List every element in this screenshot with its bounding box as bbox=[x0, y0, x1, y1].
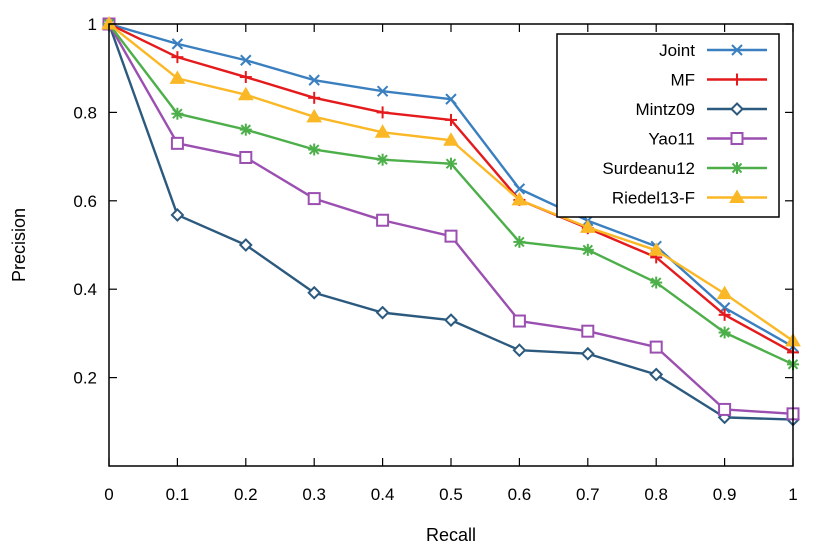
x-tick-label: 0.9 bbox=[713, 485, 737, 504]
data-point bbox=[171, 38, 184, 50]
x-axis-label: Recall bbox=[426, 525, 476, 545]
data-point bbox=[170, 136, 184, 150]
legend-entry: Yao11 bbox=[648, 130, 767, 149]
data-point bbox=[649, 340, 663, 354]
data-point bbox=[511, 191, 528, 206]
data-point bbox=[306, 108, 323, 123]
data-point bbox=[718, 402, 732, 416]
data-point bbox=[308, 143, 321, 156]
data-point bbox=[649, 367, 664, 382]
legend-marker bbox=[729, 189, 745, 203]
legend-entry: Riedel13-F bbox=[612, 189, 767, 208]
data-point bbox=[307, 285, 322, 300]
y-tick-label: 0.8 bbox=[73, 103, 97, 122]
data-point bbox=[239, 150, 253, 164]
data-point bbox=[376, 153, 389, 166]
data-point bbox=[171, 51, 184, 64]
legend: Joint MF Mintz09 Yao11 Surdeanu12 Riedel13-F bbox=[556, 33, 780, 218]
data-point bbox=[171, 107, 184, 120]
x-tick-label: 0.8 bbox=[644, 485, 668, 504]
data-point bbox=[170, 208, 185, 222]
data-point bbox=[374, 124, 391, 138]
x-tick-label: 0 bbox=[104, 485, 113, 504]
data-point bbox=[580, 346, 595, 361]
legend-marker bbox=[731, 73, 743, 86]
y-tick-label: 0.4 bbox=[73, 280, 97, 299]
data-point bbox=[376, 106, 389, 119]
data-point bbox=[445, 93, 457, 105]
data-point bbox=[445, 157, 457, 170]
data-point bbox=[239, 71, 252, 84]
data-point bbox=[648, 242, 665, 256]
y-tick-label: 0.6 bbox=[73, 192, 97, 211]
data-point bbox=[444, 313, 458, 328]
x-tick-label: 0.6 bbox=[508, 485, 532, 504]
legend-label: MF bbox=[670, 71, 695, 90]
y-tick-label: 1 bbox=[88, 15, 97, 34]
x-tick-label: 0.1 bbox=[166, 485, 190, 504]
data-point bbox=[169, 70, 186, 84]
legend-label: Mintz09 bbox=[635, 100, 695, 119]
data-point bbox=[512, 343, 527, 358]
data-point bbox=[513, 183, 526, 195]
data-point bbox=[238, 238, 253, 252]
legend-entry: MF bbox=[670, 71, 767, 90]
data-point bbox=[376, 213, 390, 227]
data-point bbox=[444, 229, 458, 243]
data-point bbox=[308, 91, 321, 104]
y-axis: 0.2 0.4 0.6 0.8 1 bbox=[73, 15, 793, 388]
x-tick-label: 0.7 bbox=[576, 485, 600, 504]
data-point bbox=[579, 219, 596, 233]
legend-entry: Mintz09 bbox=[635, 100, 767, 119]
legend-entry: Joint bbox=[659, 41, 767, 60]
legend-label: Surdeanu12 bbox=[602, 159, 695, 178]
data-point bbox=[581, 324, 595, 338]
x-tick-label: 0.3 bbox=[302, 485, 326, 504]
x-tick-label: 0.4 bbox=[371, 485, 395, 504]
legend-label: Yao11 bbox=[648, 130, 695, 149]
y-axis-label: Precision bbox=[9, 208, 29, 282]
data-point bbox=[581, 243, 594, 256]
data-point bbox=[239, 123, 252, 136]
data-point bbox=[718, 308, 731, 321]
data-point bbox=[512, 314, 526, 328]
data-point bbox=[513, 235, 526, 248]
data-point bbox=[650, 276, 663, 289]
data-point bbox=[307, 192, 321, 206]
data-point bbox=[237, 86, 254, 101]
y-tick-label: 0.2 bbox=[73, 369, 97, 388]
data-point bbox=[308, 74, 320, 86]
legend-marker bbox=[731, 162, 743, 174]
legend-label: Riedel13-F bbox=[612, 189, 695, 208]
legend-marker bbox=[731, 44, 743, 56]
legend-box bbox=[556, 33, 780, 218]
data-point bbox=[376, 85, 389, 97]
legend-entry: Surdeanu12 bbox=[602, 159, 767, 178]
series-yao11 bbox=[102, 17, 800, 421]
legend-marker bbox=[730, 102, 744, 116]
data-point bbox=[375, 305, 390, 320]
data-point bbox=[240, 54, 252, 66]
x-tick-label: 1 bbox=[788, 485, 797, 504]
series-riedel13-f bbox=[101, 16, 801, 347]
legend-label: Joint bbox=[659, 41, 695, 60]
data-point bbox=[443, 132, 459, 146]
x-axis: 0 0.1 0.2 0.3 0.4 0.5 0.6 0.7 0.8 0.9 1 bbox=[104, 24, 798, 504]
legend-marker bbox=[730, 132, 744, 145]
x-tick-label: 0.2 bbox=[234, 485, 258, 504]
data-point bbox=[445, 113, 457, 126]
x-tick-label: 0.5 bbox=[439, 485, 463, 504]
data-point bbox=[718, 326, 731, 339]
data-point bbox=[716, 285, 733, 300]
